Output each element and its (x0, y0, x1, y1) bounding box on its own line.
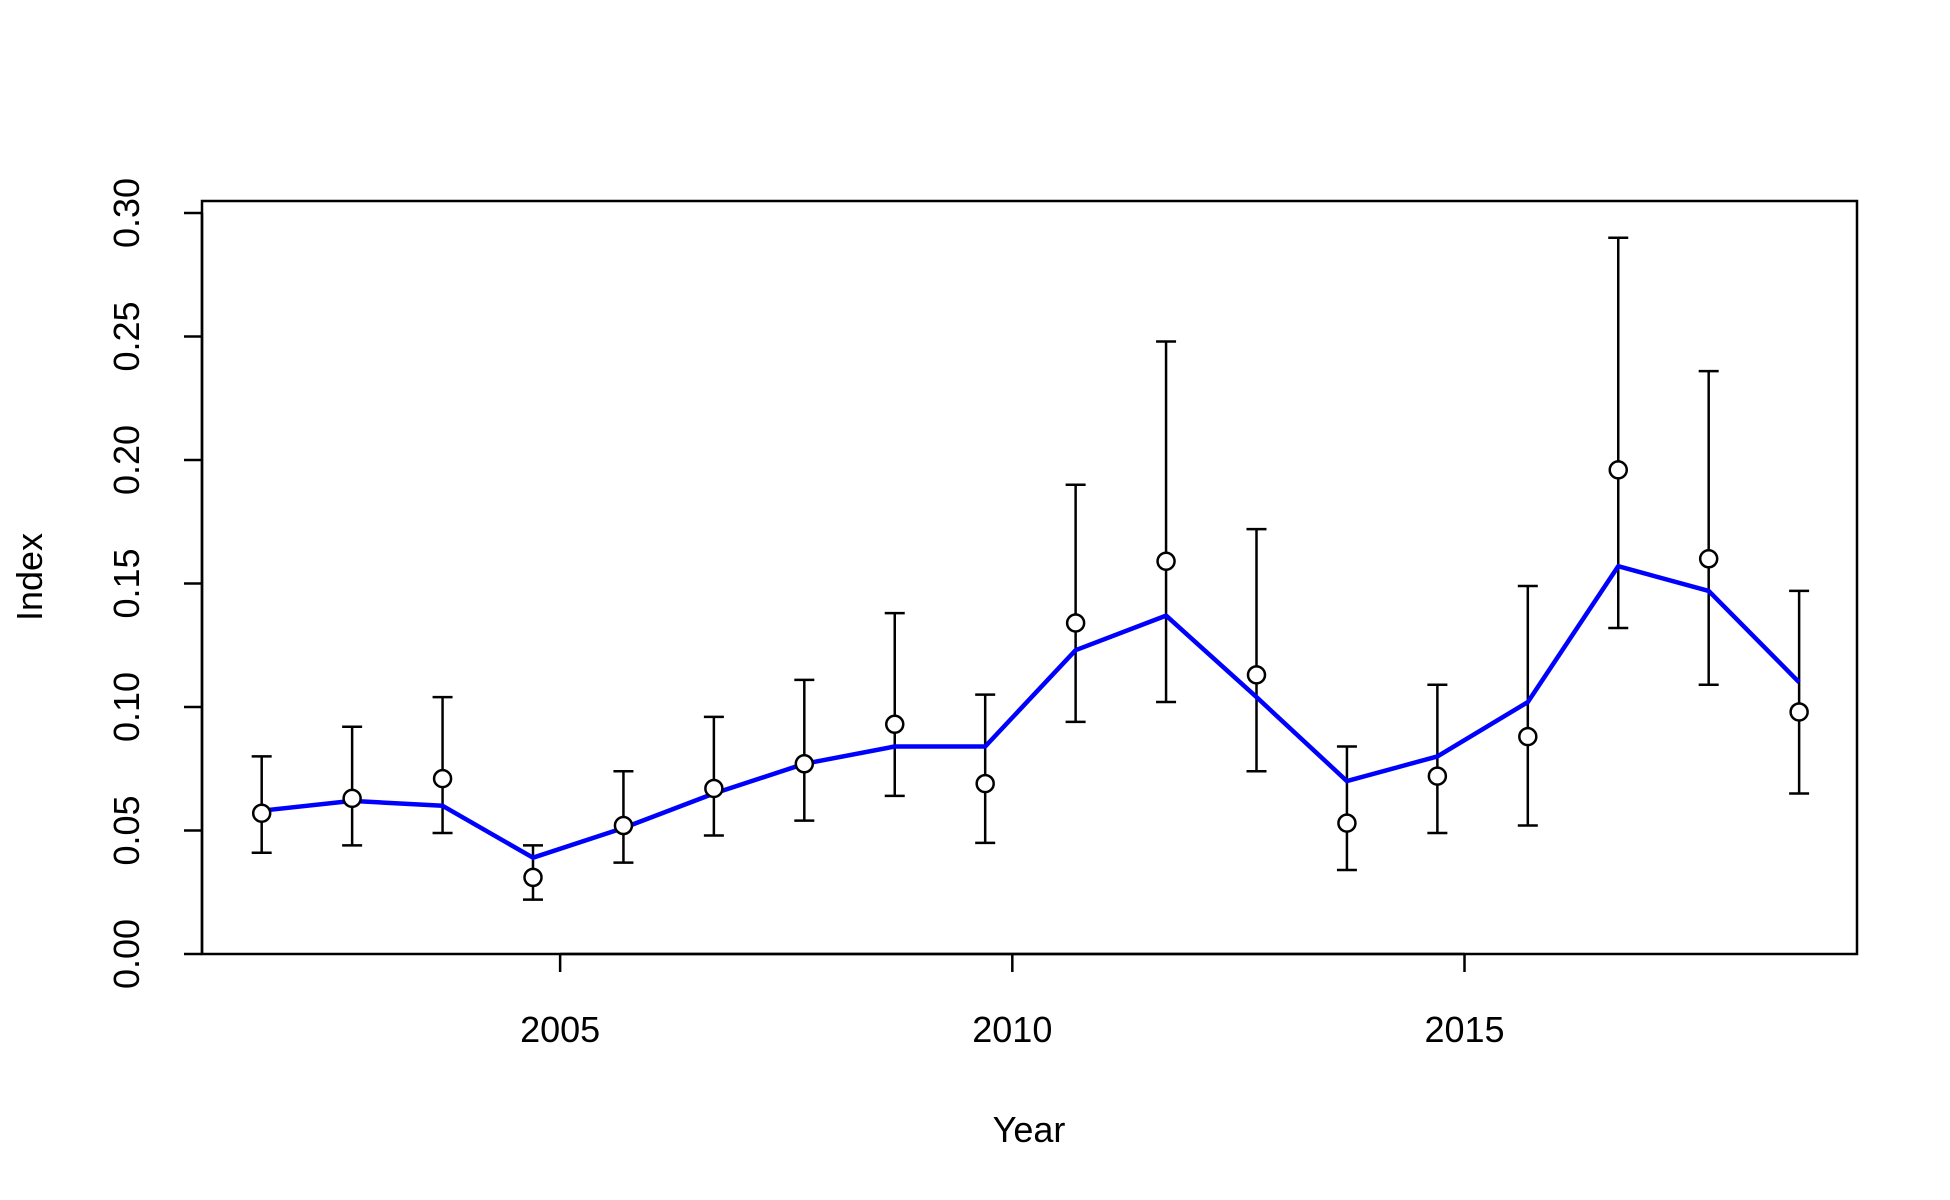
observed-point (1608, 460, 1628, 480)
x-axis: 2005 2010 2015 (520, 952, 1505, 1050)
observed-point (1246, 665, 1267, 685)
observed-point (1789, 702, 1809, 722)
observed-point (1698, 549, 1719, 569)
observed-point (1337, 813, 1357, 833)
observed-point (1427, 766, 1448, 786)
observed-point (1065, 613, 1086, 633)
y-tick-label: 0.30 (106, 178, 147, 248)
fitted-line-group (261, 563, 1801, 860)
observed-point (1156, 551, 1176, 572)
observed-point (523, 867, 543, 888)
x-tick-label: 2015 (1424, 1009, 1504, 1050)
observed-point (251, 803, 272, 823)
observed-point (794, 754, 815, 774)
y-tick-label: 0.10 (106, 672, 147, 742)
observed-point (1518, 726, 1538, 747)
y-axis: 0.00 0.05 0.10 0.15 0.20 0.25 0.30 (106, 178, 204, 989)
observed-points (251, 460, 1809, 888)
y-tick-label: 0.20 (106, 425, 147, 495)
y-tick-label: 0.15 (106, 548, 147, 618)
y-tick-label: 0.25 (106, 301, 147, 371)
y-tick-label: 0.00 (106, 919, 147, 989)
observed-point (884, 714, 905, 735)
observed-point (704, 778, 724, 799)
observed-point (975, 773, 995, 794)
fitted-line (261, 563, 1801, 860)
y-axis-label: Index (9, 533, 50, 621)
x-tick-label: 2005 (520, 1009, 600, 1050)
observed-point (342, 788, 362, 809)
observed-point (432, 768, 453, 789)
x-tick-label: 2010 (972, 1009, 1052, 1050)
x-axis-label: Year (993, 1109, 1066, 1150)
observed-point (613, 815, 634, 836)
y-tick-label: 0.05 (106, 795, 147, 865)
